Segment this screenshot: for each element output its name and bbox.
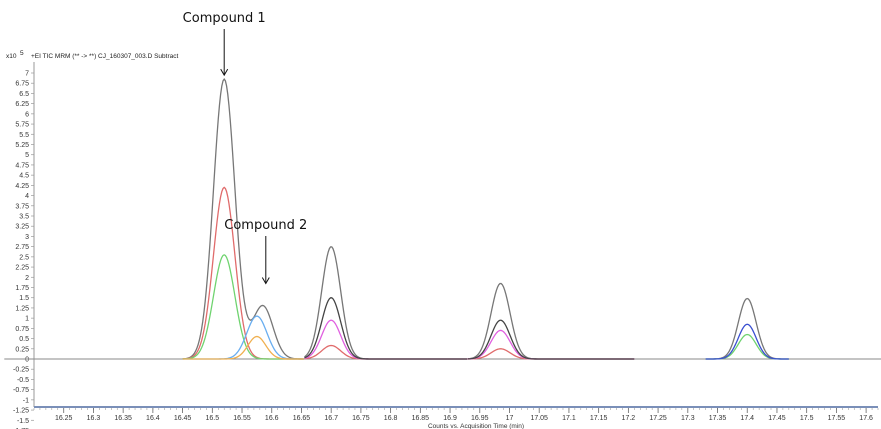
x-tick-label: 16.7 xyxy=(324,415,338,422)
y-tick-label: 5 xyxy=(25,152,29,159)
x-tick-label: 16.65 xyxy=(293,415,311,422)
x-tick-label: 17.45 xyxy=(768,415,786,422)
y-tick-label: -0.5 xyxy=(17,377,29,384)
y-tick-label: 1 xyxy=(25,316,29,323)
series-line xyxy=(304,247,467,359)
series-line xyxy=(304,346,467,359)
trace-title: +EI TIC MRM (** -> **) CJ_160307_003.D S… xyxy=(31,53,178,60)
x-tick-label: 16.8 xyxy=(384,415,398,422)
y-tick-label: -1.25 xyxy=(13,408,29,415)
y-tick-label: 0.5 xyxy=(19,336,29,343)
annotation-layer: Compound 1 Compound 2 xyxy=(183,11,308,284)
series-line xyxy=(468,349,634,359)
x-tick-label: 17.25 xyxy=(649,415,667,422)
series-line xyxy=(304,320,467,359)
x-tick-label: 17 xyxy=(506,415,514,422)
x-tick-label: 16.45 xyxy=(174,415,192,422)
y-tick-label: 6.75 xyxy=(15,81,29,88)
series-line xyxy=(706,334,789,359)
y-tick-label: 4.25 xyxy=(15,183,29,190)
y-tick-label: 5.75 xyxy=(15,122,29,129)
x-tick-label: 16.9 xyxy=(443,415,457,422)
scale-exponent: 5 xyxy=(20,50,24,57)
x-axis-title: Counts vs. Acquisition Time (min) xyxy=(428,423,524,429)
x-tick-label: 17.1 xyxy=(562,415,576,422)
y-tick-label: 2 xyxy=(25,275,29,282)
y-tick-label: 4.75 xyxy=(15,162,29,169)
x-tick-label: 17.15 xyxy=(590,415,608,422)
x-tick-label: 17.6 xyxy=(859,415,873,422)
x-tick-label: 16.55 xyxy=(233,415,251,422)
x-tick-label: 16.3 xyxy=(87,415,101,422)
y-tick-label: 0.75 xyxy=(15,326,29,333)
x-tick-label: 16.5 xyxy=(205,415,219,422)
y-tick-label: 3.75 xyxy=(15,203,29,210)
y-tick-label: 3.25 xyxy=(15,224,29,231)
x-tick-label: 16.25 xyxy=(55,415,73,422)
series-line xyxy=(304,298,467,359)
x-tick-label: 16.85 xyxy=(412,415,430,422)
x-tick-label: 17.55 xyxy=(828,415,846,422)
y-tick-label: 1.5 xyxy=(19,295,29,302)
y-tick-label: 4 xyxy=(25,193,29,200)
header: x10 5 +EI TIC MRM (** -> **) CJ_160307_0… xyxy=(6,50,178,60)
annotation-label: Compound 2 xyxy=(224,218,307,233)
y-tick-label: 0 xyxy=(25,357,29,364)
y-tick-label: 6.25 xyxy=(15,101,29,108)
y-tick-label: 2.25 xyxy=(15,265,29,272)
y-tick-label: -0.75 xyxy=(13,387,29,394)
x-tick-label: 16.4 xyxy=(146,415,160,422)
y-tick-label: 3.5 xyxy=(19,214,29,221)
series-line xyxy=(468,330,634,359)
x-tick-label: 17.35 xyxy=(709,415,727,422)
y-tick-label: 4.5 xyxy=(19,173,29,180)
y-tick-label: -1 xyxy=(23,397,29,404)
y-tick-label: 3 xyxy=(25,234,29,241)
y-tick-label: 0.25 xyxy=(15,346,29,353)
y-tick-label: 1.25 xyxy=(15,305,29,312)
series-line xyxy=(706,324,789,359)
y-axis: -1.75-1.5-1.25-1-0.75-0.5-0.2500.250.50.… xyxy=(13,62,34,429)
y-tick-label: 5.5 xyxy=(19,132,29,139)
y-tick-label: 5.25 xyxy=(15,142,29,149)
y-tick-label: 7 xyxy=(25,71,29,78)
x-tick-label: 17.4 xyxy=(740,415,754,422)
x-tick-label: 16.35 xyxy=(114,415,132,422)
annotation-label: Compound 1 xyxy=(183,11,266,26)
series-line xyxy=(468,284,634,359)
y-tick-label: 6.5 xyxy=(19,91,29,98)
y-tick-label: 1.75 xyxy=(15,285,29,292)
x-tick-label: 16.75 xyxy=(352,415,370,422)
x-tick-label: 16.6 xyxy=(265,415,279,422)
x-tick-label: 17.05 xyxy=(530,415,548,422)
series-line xyxy=(706,299,789,359)
x-tick-label: 17.5 xyxy=(800,415,814,422)
y-tick-label: 6 xyxy=(25,111,29,118)
y-tick-label: -1.5 xyxy=(17,418,29,425)
series-layer xyxy=(4,79,881,359)
scale-label: x10 xyxy=(6,53,17,60)
x-tick-label: 17.3 xyxy=(681,415,695,422)
y-tick-label: -0.25 xyxy=(13,367,29,374)
y-tick-label: 2.75 xyxy=(15,244,29,251)
y-tick-label: 2.5 xyxy=(19,254,29,261)
x-tick-label: 16.95 xyxy=(471,415,489,422)
x-tick-label: 17.2 xyxy=(622,415,636,422)
x-axis: 16.25 16.3 16.35 16.4 16.45 16.5 16.55 16.6 16.6… xyxy=(34,407,878,429)
